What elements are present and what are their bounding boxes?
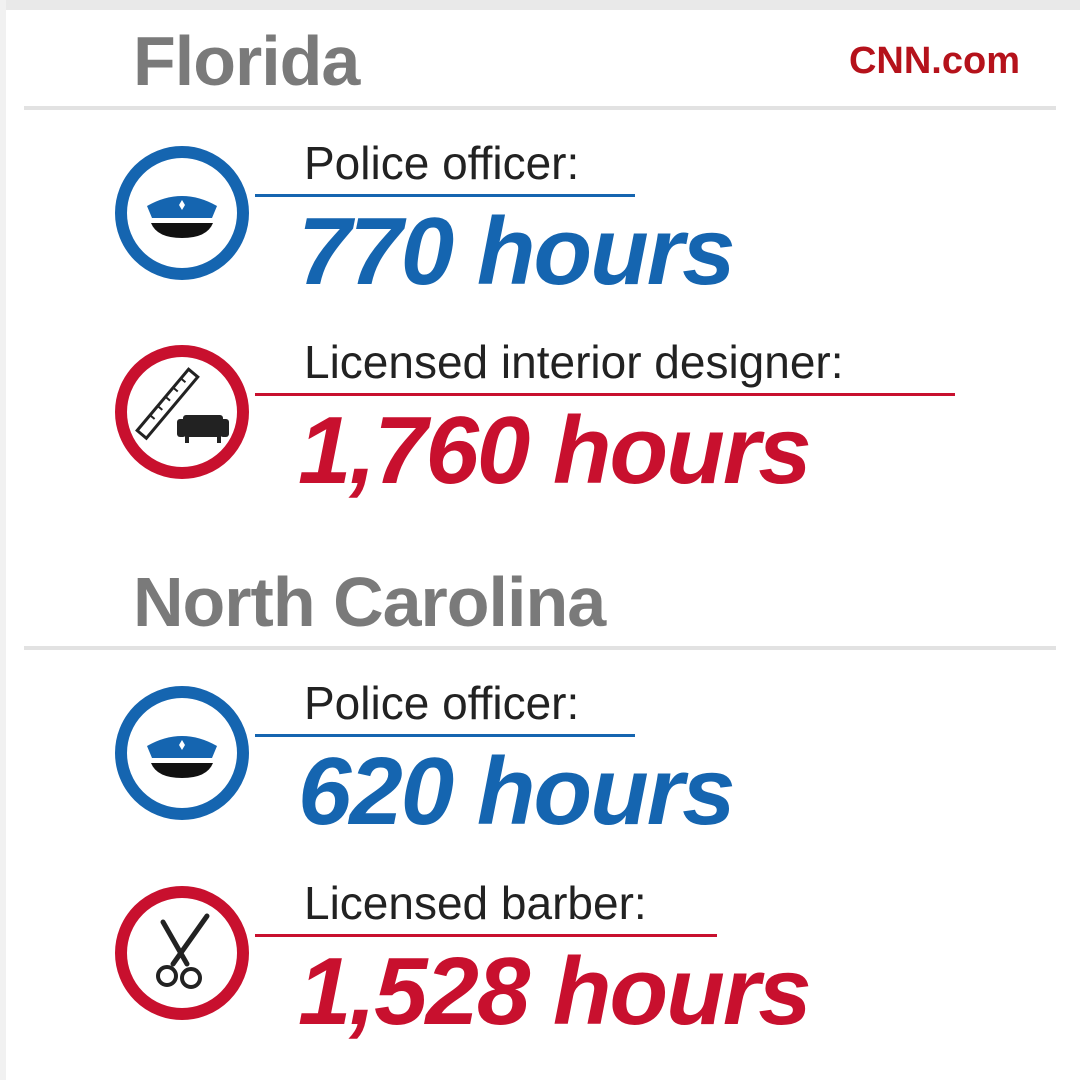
job-label: Licensed barber: bbox=[304, 877, 647, 929]
florida-police-entry: Police officer: 770 hours bbox=[0, 140, 1080, 316]
florida-interior-designer-entry: Licensed interior designer: 1,760 hours bbox=[0, 339, 1080, 515]
label-underline bbox=[255, 934, 717, 937]
north-carolina-heading: North Carolina bbox=[133, 563, 606, 641]
hours-value: 770 hours bbox=[298, 198, 736, 305]
job-label: Police officer: bbox=[304, 677, 580, 729]
police-cap-icon bbox=[115, 146, 249, 280]
job-label: Licensed interior designer: bbox=[304, 336, 844, 388]
label-underline bbox=[255, 393, 955, 396]
label-underline bbox=[255, 194, 635, 197]
florida-divider bbox=[24, 106, 1056, 110]
left-border bbox=[0, 0, 6, 1080]
north-carolina-divider bbox=[24, 646, 1056, 650]
nc-barber-entry: Licensed barber: 1,528 hours bbox=[0, 880, 1080, 1056]
job-label: Police officer: bbox=[304, 137, 580, 189]
hours-value: 1,528 hours bbox=[298, 938, 812, 1045]
scissors-icon bbox=[115, 886, 249, 1020]
hours-value: 620 hours bbox=[298, 738, 736, 845]
ruler-sofa-icon bbox=[115, 345, 249, 479]
top-border bbox=[0, 0, 1080, 10]
florida-heading: Florida bbox=[133, 22, 360, 100]
label-underline bbox=[255, 734, 635, 737]
hours-value: 1,760 hours bbox=[298, 397, 812, 504]
nc-police-entry: Police officer: 620 hours bbox=[0, 680, 1080, 856]
police-cap-icon bbox=[115, 686, 249, 820]
cnn-brand-label: CNN.com bbox=[848, 40, 1020, 82]
